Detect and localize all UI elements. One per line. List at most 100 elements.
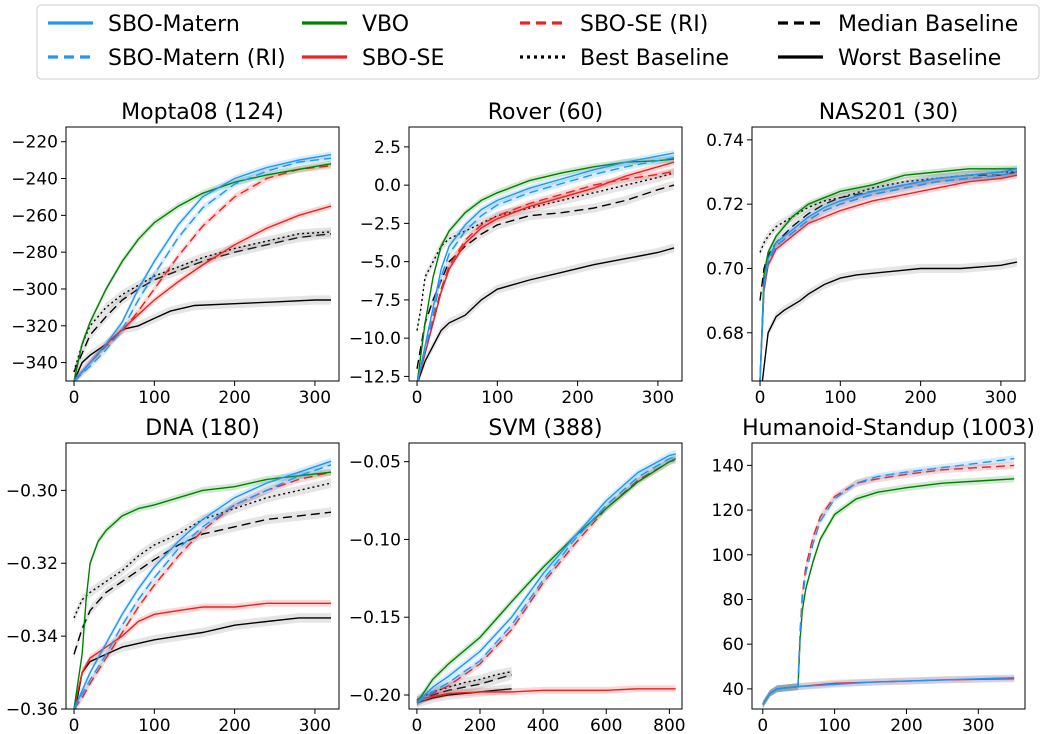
series-line bbox=[73, 464, 332, 709]
series-band bbox=[74, 295, 331, 381]
series-band bbox=[74, 155, 331, 381]
x-tick-label: 0 bbox=[755, 388, 766, 408]
series-band bbox=[760, 171, 1017, 381]
y-tick-label: −0.10 bbox=[349, 530, 401, 550]
series-line bbox=[762, 478, 1015, 705]
y-tick-label: −220 bbox=[11, 133, 58, 153]
y-tick-label: −7.5 bbox=[360, 291, 401, 311]
y-tick-label: 40 bbox=[722, 680, 744, 700]
series-line bbox=[416, 688, 512, 704]
series-line bbox=[416, 457, 677, 704]
series-line bbox=[762, 464, 1015, 705]
series-line bbox=[73, 460, 332, 709]
x-tick-label: 200 bbox=[218, 716, 250, 734]
y-tick-label: 0.72 bbox=[706, 195, 744, 215]
y-tick-label: −0.20 bbox=[349, 686, 401, 706]
series-line bbox=[417, 170, 675, 381]
series-band bbox=[416, 684, 512, 708]
x-tick-label: 200 bbox=[561, 388, 593, 408]
axes-frame bbox=[65, 126, 340, 382]
x-tick-label: 200 bbox=[218, 388, 250, 408]
series-line bbox=[416, 184, 675, 369]
y-tick-label: −300 bbox=[11, 280, 58, 300]
y-tick-label: −240 bbox=[11, 170, 58, 190]
series-line bbox=[73, 231, 332, 372]
series-line bbox=[761, 261, 1018, 381]
series-band bbox=[74, 507, 331, 660]
x-tick-label: 300 bbox=[299, 388, 331, 408]
y-tick-label: −10.0 bbox=[349, 329, 401, 349]
series-group bbox=[416, 149, 675, 381]
y-tick-label: 0.0 bbox=[374, 176, 401, 196]
series-band bbox=[74, 227, 331, 377]
series-group bbox=[416, 450, 677, 708]
x-tick-label: 200 bbox=[890, 716, 922, 734]
y-tick-label: −0.36 bbox=[6, 700, 58, 720]
series-line bbox=[73, 157, 332, 381]
axes-frame bbox=[65, 442, 340, 710]
y-tick-label: 2.5 bbox=[374, 138, 401, 158]
series-line bbox=[759, 171, 1018, 381]
x-tick-label: 100 bbox=[138, 716, 170, 734]
series-band bbox=[416, 666, 512, 705]
series-band bbox=[762, 475, 1015, 708]
series-band bbox=[417, 154, 674, 381]
series-group bbox=[762, 455, 1015, 708]
y-tick-label: −12.5 bbox=[349, 367, 401, 387]
panel-title: DNA (180) bbox=[145, 416, 260, 441]
axes-frame bbox=[751, 442, 1026, 710]
axes-frame bbox=[408, 126, 683, 382]
panel-title: Rover (60) bbox=[488, 100, 604, 125]
panel-title: Mopta08 (124) bbox=[121, 100, 284, 125]
series-line bbox=[73, 233, 332, 373]
y-tick-label: −0.30 bbox=[6, 481, 58, 501]
y-tick-label: 0.74 bbox=[706, 131, 744, 151]
x-tick-label: 100 bbox=[818, 716, 850, 734]
series-line bbox=[73, 471, 332, 709]
y-tick-label: 80 bbox=[722, 590, 744, 610]
x-tick-label: 200 bbox=[904, 388, 936, 408]
series-band bbox=[762, 674, 1015, 708]
x-tick-label: 0 bbox=[411, 716, 422, 734]
x-tick-label: 200 bbox=[464, 716, 496, 734]
series-band bbox=[74, 229, 331, 377]
x-tick-label: 100 bbox=[481, 388, 513, 408]
series-line bbox=[416, 459, 676, 704]
panel: Mopta08 (124) 0 100 200 300 −340 −320 −300 −280 −… bbox=[11, 100, 340, 408]
y-tick-label: 120 bbox=[712, 501, 744, 521]
panel: SVM (388) 0 200 400 600 800 −0.20 −0.15 −0.10 −0.… bbox=[349, 416, 686, 734]
y-tick-label: 0.70 bbox=[706, 259, 744, 279]
y-tick-label: −340 bbox=[11, 354, 58, 374]
x-tick-label: 0 bbox=[412, 388, 423, 408]
legend-entry: SBO-SE bbox=[362, 46, 444, 71]
series-band bbox=[417, 243, 674, 381]
series-band bbox=[74, 202, 331, 381]
series-band bbox=[762, 257, 1017, 381]
y-tick-label: −280 bbox=[11, 243, 58, 263]
series-line bbox=[416, 688, 676, 701]
y-tick-label: 100 bbox=[712, 546, 744, 566]
legend-frame bbox=[36, 4, 1040, 80]
legend-entry: Best Baseline bbox=[580, 46, 729, 71]
series-band bbox=[416, 670, 512, 706]
legend-entry: SBO-Matern bbox=[108, 12, 240, 37]
x-tick-label: 300 bbox=[962, 716, 994, 734]
series-line bbox=[74, 617, 331, 709]
series-line bbox=[416, 172, 675, 331]
legend-entry: Worst Baseline bbox=[838, 46, 1001, 71]
x-tick-label: 100 bbox=[138, 388, 170, 408]
x-tick-label: 0 bbox=[69, 388, 80, 408]
y-tick-label: 0.68 bbox=[706, 324, 744, 344]
series-group bbox=[73, 151, 332, 381]
panel-title: NAS201 (30) bbox=[819, 100, 959, 125]
y-tick-label: −0.32 bbox=[6, 554, 58, 574]
series-line bbox=[416, 674, 512, 702]
x-tick-label: 800 bbox=[653, 716, 685, 734]
series-line bbox=[416, 456, 676, 704]
series-line bbox=[759, 171, 1017, 253]
series-line bbox=[762, 677, 1015, 705]
legend: SBO-Matern SBO-Matern (RI) VBO SBO-SE SBO-SE… bbox=[36, 4, 1040, 80]
x-tick-label: 300 bbox=[985, 388, 1017, 408]
series-line bbox=[759, 171, 1018, 301]
